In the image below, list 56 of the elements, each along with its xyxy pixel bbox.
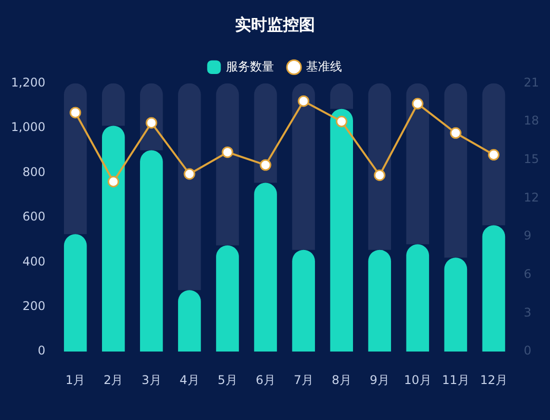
bar: [444, 83, 468, 258]
bar: [444, 258, 468, 352]
point: [374, 169, 386, 181]
bar: [330, 108, 353, 352]
point: [488, 149, 500, 161]
point: [108, 176, 120, 188]
x-tick-label: 4月: [180, 372, 200, 387]
y-tick-label: 600: [22, 210, 46, 224]
x-tick-label: 9月: [370, 372, 390, 387]
x-tick-label: 8月: [332, 372, 352, 387]
y-tick-label: 200: [22, 298, 46, 313]
bar: [368, 83, 392, 250]
y-tick-label: 1,000: [10, 120, 46, 134]
x-tick-label: 5月: [218, 372, 238, 387]
point: [184, 168, 196, 180]
bar: [254, 182, 277, 352]
bar: [368, 250, 392, 352]
bar: [178, 83, 201, 290]
bar: [482, 225, 506, 352]
point: [70, 106, 82, 118]
bar: [292, 83, 315, 250]
x-tick-label: 11月: [442, 372, 470, 387]
x-tick-label: 2月: [104, 372, 124, 387]
point: [222, 146, 234, 158]
x-tick-label: 3月: [142, 372, 162, 387]
point: [298, 95, 310, 107]
bar: [102, 83, 125, 126]
legend-label: 服务数量: [226, 59, 274, 74]
bar: [254, 83, 277, 183]
bar: [64, 83, 87, 234]
x-tick-label: 12月: [480, 372, 508, 387]
bar: [216, 83, 239, 246]
bar: [216, 245, 239, 352]
point: [260, 159, 272, 171]
bar: [406, 83, 430, 244]
chart-title: 实时监控图: [235, 14, 315, 34]
bar: [292, 250, 315, 352]
bar: [140, 150, 163, 352]
point: [146, 117, 158, 129]
point: [450, 127, 462, 139]
x-tick-label: 1月: [66, 372, 86, 387]
y-tick-label: 0: [38, 344, 46, 358]
point: [336, 116, 348, 128]
x-tick-label: 10月: [404, 372, 432, 387]
y-tick-label: 400: [22, 254, 46, 268]
y-tick-label: 800: [22, 164, 46, 179]
bar: [64, 234, 87, 352]
x-tick-label: 6月: [256, 372, 276, 387]
bar: [406, 244, 430, 352]
x-tick-label: 7月: [294, 372, 314, 387]
legend-label: 基准线: [306, 59, 342, 74]
bar: [102, 126, 125, 352]
bar: [178, 290, 201, 352]
point: [412, 98, 424, 110]
bar: [482, 83, 506, 226]
y-tick-label: 1,200: [10, 75, 46, 90]
